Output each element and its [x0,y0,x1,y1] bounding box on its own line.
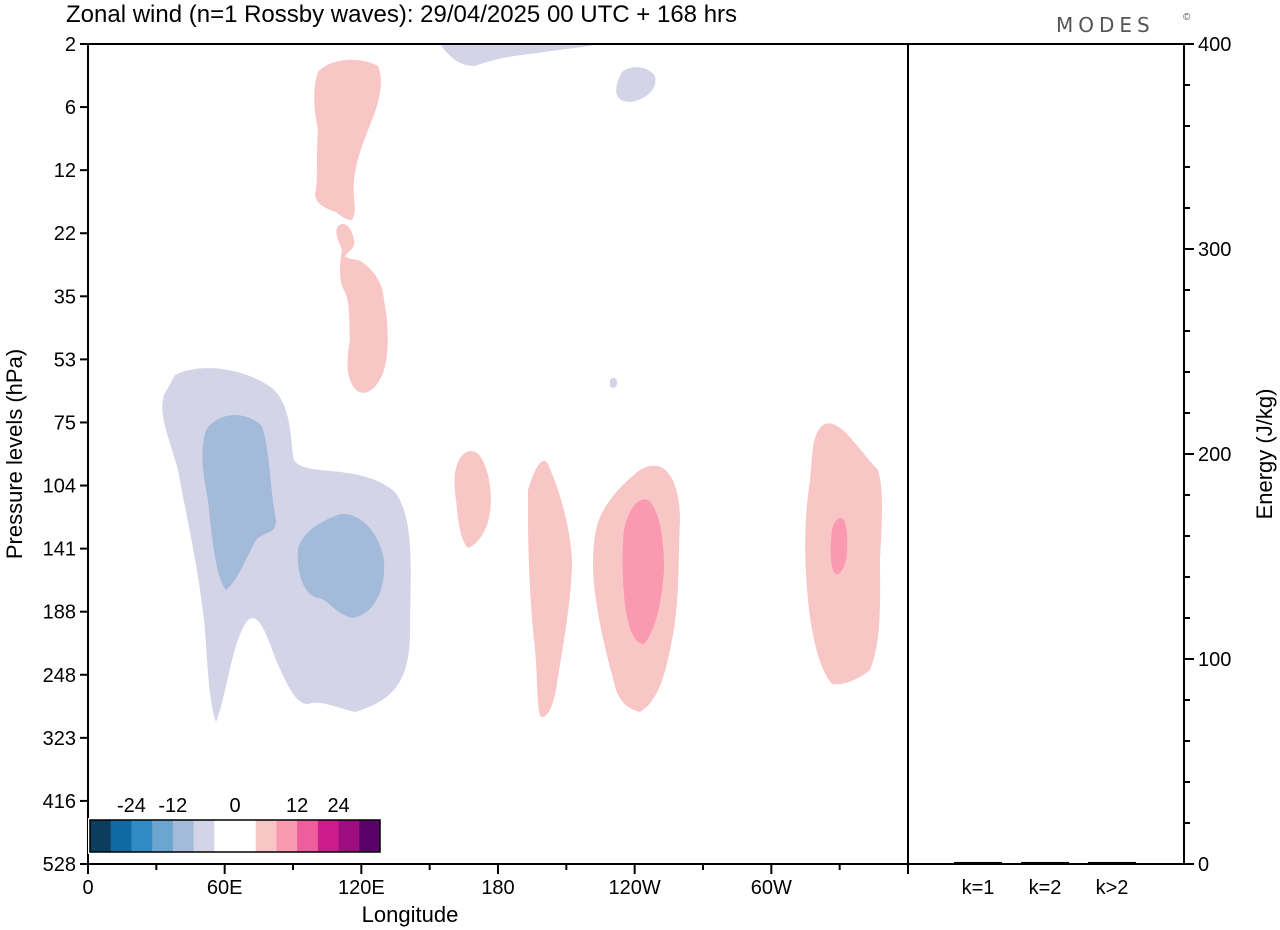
energy-category-label: k=2 [1029,877,1062,899]
x-tick-label: 60W [751,877,792,899]
energy-category-label: k=1 [962,877,995,899]
colorbar-swatch [338,820,360,852]
x-tick-label: 120E [338,877,385,899]
contour-positive-mid [830,518,848,575]
colorbar: -24 -12 0 12 24 [88,795,382,854]
contour-positive-light [454,451,491,548]
energy-tick-label: 400 [1198,34,1231,56]
colorbar-swatch [235,820,257,852]
x-tick-label: 180 [481,877,514,899]
x-tick-label: 60E [207,877,243,899]
x-tick-label: 120W [609,877,661,899]
y-tick-label: 35 [54,286,76,308]
energy-tick-label: 300 [1198,239,1231,261]
colorbar-label: -12 [158,795,187,817]
colorbar-swatch [255,820,277,852]
colorbar-swatch [359,820,381,852]
colorbar-label: 0 [229,795,240,817]
colorbar-swatch [131,820,153,852]
y-tick-label: 53 [54,349,76,371]
colorbar-swatch [152,820,174,852]
y-tick-label: 248 [43,665,76,687]
colorbar-swatch [90,820,112,852]
contour-positive-light [528,460,572,717]
colorbar-swatch [214,820,236,852]
colorbar-swatch [297,820,319,852]
energy-axis-label: Energy (J/kg) [1252,389,1277,520]
y-tick-label: 2 [65,34,76,56]
contour-positive-mid [622,499,664,644]
colorbar-frame [89,819,381,853]
x-axis-label: Longitude [362,902,459,927]
colorbar-swatch [276,820,298,852]
colorbar-label: -24 [117,795,146,817]
y-tick-label: 6 [65,97,76,119]
y-tick-label: 12 [54,160,76,182]
contour-positive-light [336,223,388,393]
contour-negative-light [616,67,656,102]
energy-bar [954,861,1002,864]
energy-tick-label: 100 [1198,649,1231,671]
y-tick-label: 323 [43,728,76,750]
y-tick-label: 188 [43,602,76,624]
contour-negative-mid [202,415,276,590]
brand-text: MODES [1056,13,1155,37]
chart-title: Zonal wind (n=1 Rossby waves): 29/04/202… [66,1,737,28]
energy-bar [1088,861,1136,864]
y-tick-label: 528 [43,854,76,876]
y-tick-label: 75 [54,412,76,434]
y-tick-label: 416 [43,791,76,813]
colorbar-swatch [193,820,215,852]
contour-field [162,44,882,722]
energy-panel: 0 100 200 300 400 Energy (J/kg) k=1 k=2 k>2 [907,34,1277,899]
x-tick-label: 0 [82,877,93,899]
energy-tick-label: 0 [1198,854,1209,876]
y-tick-label: 22 [54,223,76,245]
y-tick-label: 141 [43,539,76,561]
energy-category-label: k>2 [1096,877,1129,899]
contour-negative-mid [297,513,385,618]
contour-positive-light [314,59,381,220]
contour-negative-light [610,377,618,389]
y-tick-label: 104 [43,476,76,498]
brand-mark: © [1183,12,1191,23]
energy-tick-label: 200 [1198,444,1231,466]
y-axis-label: Pressure levels (hPa) [2,349,27,559]
energy-bar [1021,861,1069,864]
colorbar-swatch [172,820,195,852]
colorbar-label: 12 [286,795,308,817]
colorbar-swatch [110,820,132,852]
colorbar-label: 24 [327,795,349,817]
colorbar-swatch [317,820,340,852]
modes-logo: MODES © [1056,12,1191,37]
contour-negative-light [440,44,600,66]
